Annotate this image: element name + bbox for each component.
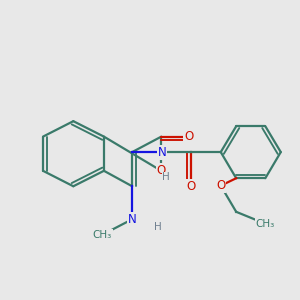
Text: CH₃: CH₃ (256, 219, 275, 229)
Text: O: O (184, 130, 193, 143)
Text: N: N (128, 213, 136, 226)
Text: O: O (216, 179, 225, 192)
Text: N: N (158, 146, 166, 159)
Text: O: O (157, 164, 166, 177)
Text: H: H (163, 172, 170, 182)
Text: O: O (186, 180, 196, 193)
Text: CH₃: CH₃ (93, 230, 112, 240)
Text: H: H (154, 222, 162, 232)
